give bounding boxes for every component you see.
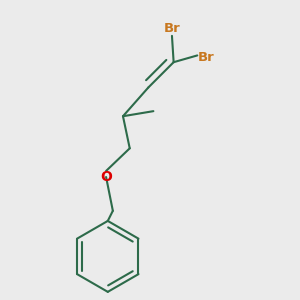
Text: Br: Br [164, 22, 180, 35]
Text: Br: Br [197, 51, 214, 64]
Text: O: O [100, 170, 112, 184]
